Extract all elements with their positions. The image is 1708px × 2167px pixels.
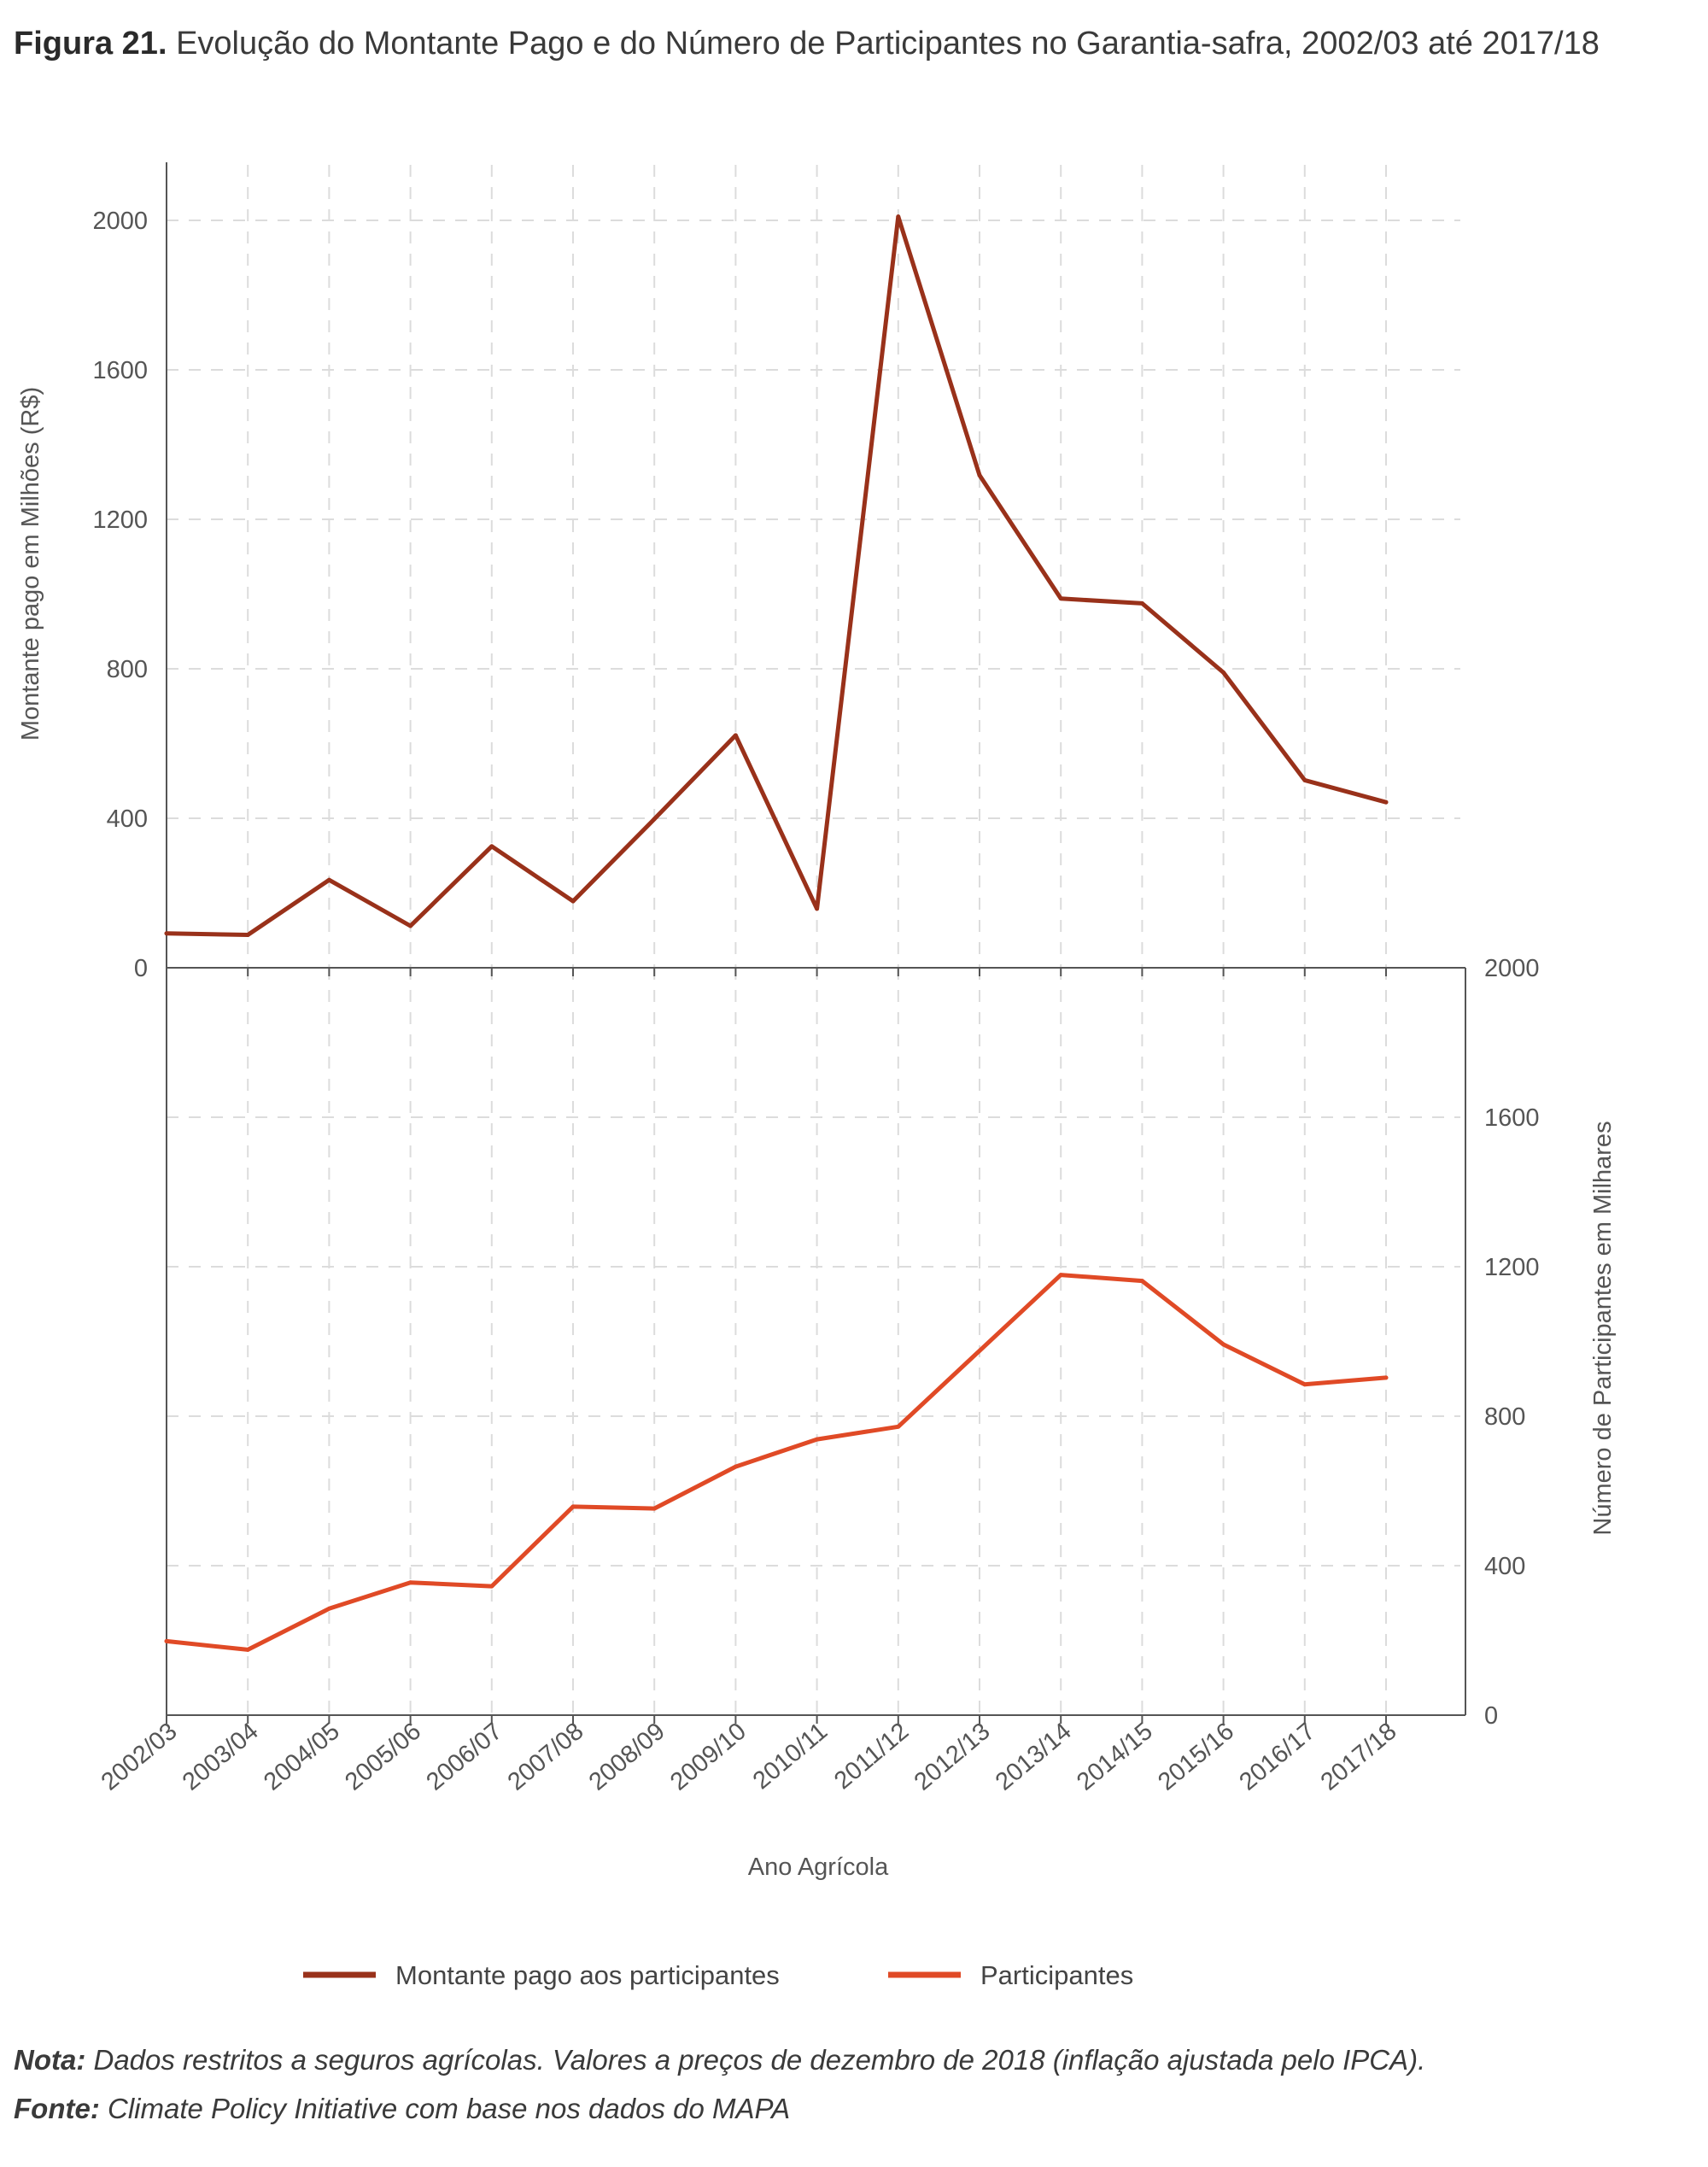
x-tick-label: 2015/16 (1153, 1718, 1239, 1796)
data-point-bottom (1140, 1279, 1144, 1284)
x-tick-label: 2003/04 (178, 1718, 264, 1796)
data-point-top (1302, 777, 1307, 782)
data-point-top (1058, 596, 1063, 601)
x-tick-label: 2008/09 (584, 1718, 670, 1796)
series-lines (164, 214, 1389, 1652)
data-point-top (245, 933, 250, 937)
data-point-top (1221, 670, 1225, 675)
x-tick-label: 2007/08 (503, 1718, 589, 1796)
x-axis-title: Ano Agrícola (748, 1854, 889, 1881)
y-tick-label-top: 1600 (92, 357, 148, 384)
data-point-bottom (1221, 1342, 1225, 1347)
x-tick-label: 2014/15 (1072, 1718, 1158, 1796)
data-point-bottom (734, 1464, 738, 1469)
data-point-top (815, 906, 819, 911)
x-tick-label: 2005/06 (340, 1718, 426, 1796)
figure-title-text: Evolução do Montante Pago e do Número de… (176, 26, 1600, 61)
x-tick-label: 2012/13 (910, 1718, 996, 1796)
data-point-top (408, 923, 412, 928)
data-point-bottom (164, 1638, 169, 1643)
data-point-top (327, 877, 331, 882)
x-tick-label: 2013/14 (991, 1718, 1077, 1796)
data-point-bottom (977, 1349, 982, 1353)
y-tick-label-top: 800 (107, 656, 148, 683)
y-tick-label-top: 2000 (92, 208, 148, 235)
data-point-bottom (489, 1584, 494, 1589)
x-tick-label: 2009/10 (665, 1718, 752, 1796)
y-tick-label-bottom: 400 (1484, 1553, 1525, 1580)
y-tick-label-bottom: 800 (1484, 1403, 1525, 1431)
figure-label: Figura 21. (14, 26, 167, 61)
data-point-bottom (1058, 1273, 1063, 1278)
tick-labels: 0 400 800 1200 1600 2000 0 400 800 1200 1600 2000 20… (92, 208, 1539, 1796)
series-line-bottom (164, 1273, 1389, 1652)
series-line-top (164, 214, 1389, 937)
data-point-bottom (815, 1437, 819, 1442)
dual-line-chart: 0 400 800 1200 1600 2000 0 400 800 1200 1600 2000 20… (17, 162, 1617, 1990)
y-tick-label-bottom: 1600 (1484, 1104, 1540, 1132)
data-point-top (896, 214, 901, 220)
x-tick-label: 2002/03 (97, 1718, 183, 1796)
note-label: Nota: (14, 2044, 86, 2076)
data-point-top (977, 472, 982, 477)
data-point-bottom (1383, 1375, 1389, 1380)
data-point-top (652, 817, 657, 822)
data-point-bottom (896, 1424, 901, 1429)
x-tick-label: 2006/07 (421, 1718, 507, 1796)
y-tick-label-top: 1200 (92, 507, 148, 534)
data-point-bottom (1302, 1382, 1307, 1387)
note-line: Nota: Dados restritos a seguros agrícola… (14, 2044, 1425, 2076)
y-tick-label-bottom: 1200 (1484, 1254, 1540, 1281)
source-text: Climate Policy Initiative com base nos d… (107, 2093, 791, 2124)
source-label: Fonte: (14, 2093, 100, 2124)
x-tick-label: 2010/11 (748, 1718, 833, 1795)
y-axis-title-left: Montante pago em Milhões (R$) (17, 387, 44, 741)
x-tick-label: 2004/05 (259, 1718, 345, 1796)
data-point-bottom (327, 1606, 331, 1611)
y-tick-label-top: 0 (134, 955, 148, 982)
data-point-bottom (570, 1504, 576, 1509)
data-point-bottom (408, 1580, 412, 1585)
data-point-top (1140, 601, 1144, 606)
legend: Montante pago aos participantes Particip… (303, 1960, 1133, 1990)
data-point-bottom (652, 1506, 657, 1511)
grid-lines (166, 165, 1460, 1715)
data-point-top (734, 733, 738, 738)
x-tick-label: 2017/18 (1316, 1718, 1402, 1796)
source-line: Fonte: Climate Policy Initiative com bas… (14, 2093, 790, 2125)
legend-label-participantes: Participantes (980, 1960, 1133, 1990)
data-point-bottom (245, 1648, 250, 1652)
data-point-top (489, 844, 494, 849)
x-tick-label: 2011/12 (829, 1718, 914, 1795)
figure-title: Figura 21. Evolução do Montante Pago e d… (14, 26, 1600, 62)
y-tick-label-bottom: 2000 (1484, 955, 1540, 982)
x-tick-label: 2016/17 (1234, 1718, 1320, 1796)
data-point-top (164, 931, 169, 936)
note-text: Dados restritos a seguros agrícolas. Val… (93, 2044, 1426, 2076)
y-axis-title-right: Número de Participantes em Milhares (1589, 1121, 1617, 1535)
data-point-top (570, 899, 576, 904)
data-point-top (1383, 799, 1389, 805)
axes (166, 162, 1466, 1724)
legend-label-montante: Montante pago aos participantes (395, 1960, 780, 1990)
y-tick-label-bottom: 0 (1484, 1702, 1498, 1730)
y-tick-label-top: 400 (107, 805, 148, 833)
